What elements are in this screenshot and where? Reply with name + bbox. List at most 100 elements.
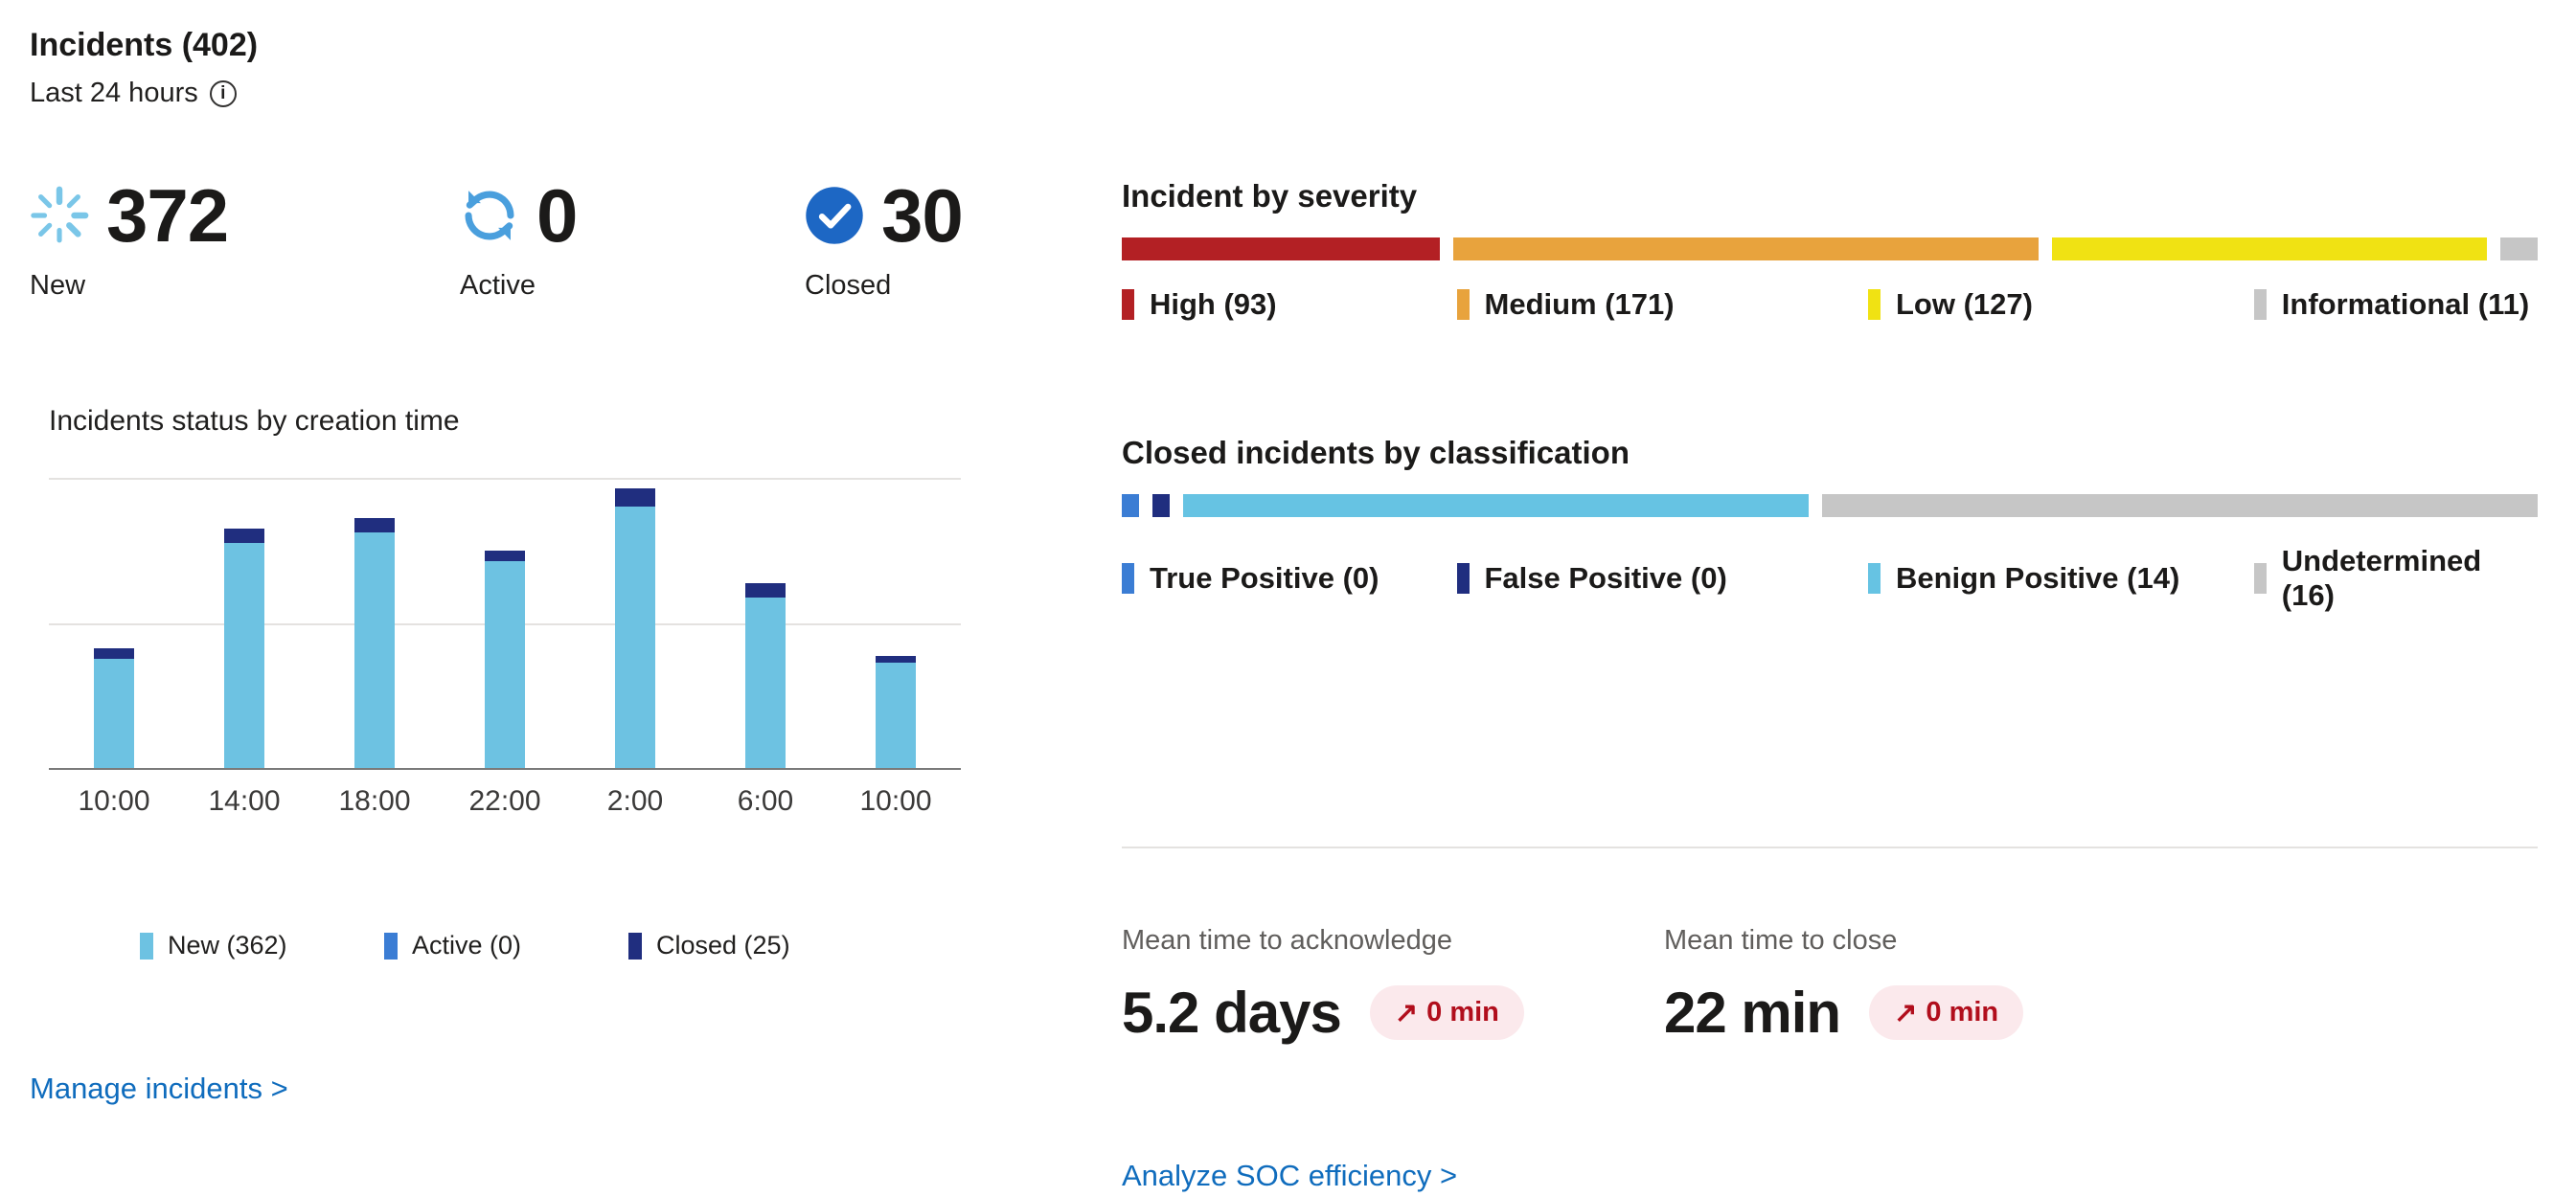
panel-title: Incidents (402) — [30, 27, 259, 63]
chart-bar-segment — [94, 659, 134, 768]
legend-marker — [1122, 563, 1134, 594]
legend-item: Undetermined (16) — [2253, 544, 2538, 613]
x-axis-label: 22:00 — [468, 785, 541, 817]
legend-item: Closed (25) — [628, 931, 873, 960]
stat-new: 372 New — [30, 178, 460, 302]
legend-marker — [1456, 289, 1470, 320]
bar-stack — [745, 478, 786, 768]
section-divider — [1122, 847, 2538, 848]
mtta-value-row: 5.2 days ↗ 0 min — [1122, 980, 1664, 1046]
severity-stacked-bar — [1122, 237, 2538, 260]
legend-label: True Positive (0) — [1150, 561, 1379, 595]
chart-xlabels: 10:00 14:00 18:00 22:00 2:00 6:00 10:00 — [49, 785, 961, 818]
stacked-bar-segment — [1183, 494, 1810, 517]
legend-item: High (93) — [1122, 287, 1457, 322]
severity-title: Incident by severity — [1122, 178, 1418, 214]
legend-label: High (93) — [1150, 287, 1277, 321]
trend-up-icon: ↗ — [1894, 998, 1918, 1028]
x-axis-label: 6:00 — [737, 785, 794, 817]
bar-slot — [440, 478, 570, 768]
closed-count-label: Closed — [805, 270, 892, 301]
chart-bar-segment — [224, 543, 264, 768]
chart-bar-segment — [485, 561, 525, 768]
legend-label: Active (0) — [412, 931, 522, 960]
analyze-soc-efficiency-link[interactable]: Analyze SOC efficiency > — [1122, 1159, 1458, 1192]
creation-time-chart-title: Incidents status by creation time — [49, 405, 460, 437]
chart-legend: New (362) Active (0) Closed (25) — [49, 931, 961, 960]
active-count-label: Active — [460, 270, 536, 301]
mttc-trend-badge: ↗ 0 min — [1869, 985, 2024, 1040]
legend-item: Informational (11) — [2253, 287, 2538, 322]
manage-incidents-link[interactable]: Manage incidents > — [30, 1072, 288, 1105]
chart-bar-segment — [485, 550, 525, 562]
metric-mean-time-to-close: Mean time to close 22 min ↗ 0 min — [1664, 925, 2024, 1046]
stacked-bar-segment — [2499, 237, 2538, 260]
soc-metrics-row: Mean time to acknowledge 5.2 days ↗ 0 mi… — [1122, 925, 2024, 1046]
legend-marker — [1867, 563, 1881, 594]
legend-label: Informational (11) — [2281, 287, 2530, 321]
legend-label: Benign Positive (14) — [1895, 561, 2180, 595]
legend-label: Closed (25) — [656, 931, 790, 960]
active-count: 0 — [536, 173, 578, 258]
bar-slot — [49, 478, 179, 768]
legend-item: Low (127) — [1867, 287, 2254, 322]
legend-marker — [1456, 563, 1470, 594]
legend-marker — [2253, 563, 2267, 594]
panel-header: Incidents (402) Last 24 hours i — [30, 27, 997, 109]
bar-slot — [309, 478, 440, 768]
legend-item: Active (0) — [384, 931, 628, 960]
new-incidents-sunburst-icon — [30, 186, 89, 245]
metric-mean-time-to-acknowledge: Mean time to acknowledge 5.2 days ↗ 0 mi… — [1122, 925, 1664, 1046]
legend-item: Benign Positive (14) — [1867, 544, 2254, 613]
stat-new-top: 372 — [30, 178, 460, 253]
legend-item: Medium (171) — [1456, 287, 1868, 322]
stat-active-top: 0 — [460, 178, 805, 253]
chart-bar-segment — [876, 663, 916, 768]
bar-slot — [179, 478, 309, 768]
legend-item: False Positive (0) — [1456, 544, 1868, 613]
legend-label: Medium (171) — [1484, 287, 1675, 321]
chart-bar-segment — [876, 655, 916, 664]
bar-stack — [94, 478, 134, 768]
legend-item: True Positive (0) — [1122, 544, 1457, 613]
legend-marker — [1122, 289, 1134, 320]
stacked-bar-segment — [1453, 237, 2040, 260]
mtta-value: 5.2 days — [1122, 981, 1342, 1045]
chart-bar-segment — [354, 517, 395, 532]
x-axis-label: 10:00 — [78, 785, 150, 817]
closed-incidents-check-circle-icon — [805, 186, 864, 245]
legend-item: New (362) — [140, 931, 384, 960]
mttc-label: Mean time to close — [1664, 925, 1898, 956]
time-range-label: Last 24 hours — [30, 78, 198, 108]
legend-marker — [384, 932, 398, 960]
creation-time-chart: Incidents status by creation time 10:00 1… — [49, 405, 961, 960]
stacked-bar-segment — [1122, 494, 1139, 517]
classification-stacked-bar — [1122, 494, 2538, 517]
x-axis-label: 2:00 — [606, 785, 664, 817]
legend-marker — [140, 932, 153, 960]
bar-stack — [354, 478, 395, 768]
new-count: 372 — [106, 173, 229, 258]
stat-closed-top: 30 — [805, 173, 964, 258]
bar-slot — [831, 478, 961, 768]
chart-bar-segment — [224, 529, 264, 544]
legend-label: False Positive (0) — [1484, 561, 1727, 595]
creation-time-chart-plot — [49, 478, 961, 770]
closed-count: 30 — [881, 173, 964, 258]
legend-label: Undetermined (16) — [2281, 544, 2482, 612]
classification-legend: True Positive (0) False Positive (0) Benig… — [1122, 544, 2538, 613]
legend-label: New (362) — [168, 931, 287, 960]
new-count-label: New — [30, 270, 86, 301]
mttc-value: 22 min — [1664, 981, 1841, 1045]
stacked-bar-segment — [2052, 237, 2487, 260]
x-axis-label: 10:00 — [859, 785, 932, 817]
mttc-value-row: 22 min ↗ 0 min — [1664, 980, 2024, 1046]
severity-section: Incident by severity High (93) Medium (17… — [1122, 178, 2538, 322]
stat-closed: 30 Closed — [805, 173, 964, 302]
bar-stack — [615, 478, 655, 768]
info-icon[interactable]: i — [209, 79, 237, 107]
incident-stats-row: 372 New — [30, 178, 997, 302]
chart-bar-segment — [354, 531, 395, 768]
bar-stack — [485, 478, 525, 768]
